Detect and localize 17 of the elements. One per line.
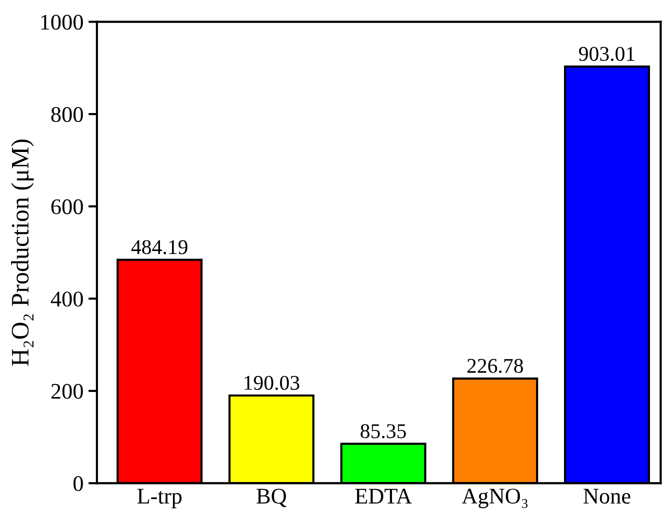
x-tick-label: None	[584, 488, 630, 504]
y-tick-label: 0	[73, 476, 83, 492]
y-tick-label: 1000	[41, 14, 83, 30]
y-tick-label: 400	[50, 292, 83, 307]
x-tick-label: BQ	[256, 488, 286, 508]
data-label: 484.19	[131, 240, 188, 254]
x-tick-label: EDTA	[355, 488, 412, 504]
y-tick-label: 800	[51, 107, 83, 122]
x-tick-label: AgNO₃	[462, 488, 528, 508]
data-label: 85.35	[360, 424, 406, 438]
y-tick-label: 600	[51, 199, 83, 214]
x-tick-label: L-trp	[137, 488, 182, 508]
y-tick-label: 200	[51, 384, 83, 399]
data-label: 903.01	[579, 46, 634, 62]
data-label: 226.78	[467, 358, 523, 374]
data-label: 190.03	[244, 376, 300, 390]
y-axis-title: H₂O₂ Production (μM)	[11, 140, 34, 366]
